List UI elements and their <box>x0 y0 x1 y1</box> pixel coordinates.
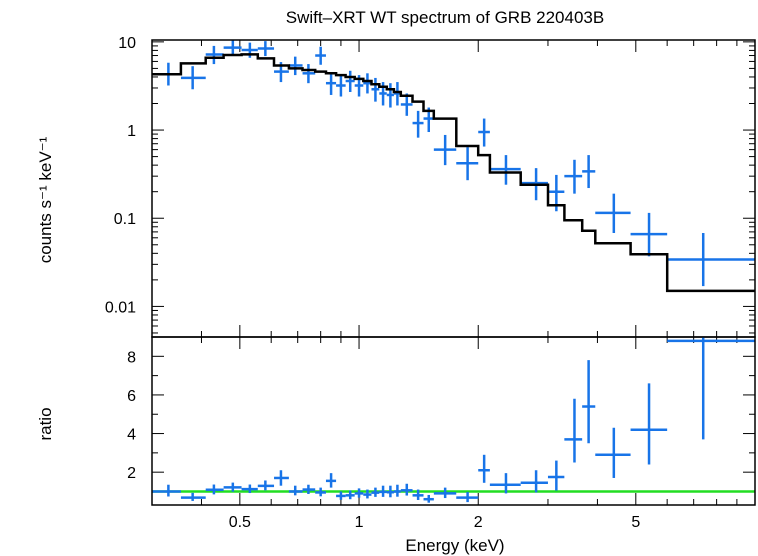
bottom-data-point <box>379 485 387 497</box>
x-tick-label: 2 <box>474 514 483 531</box>
top-data-point <box>412 110 424 138</box>
top-data-point <box>315 46 326 65</box>
top-data-point <box>302 64 316 84</box>
bottom-plot-frame <box>151 336 756 506</box>
top-data-point <box>180 66 206 90</box>
bottom-data-point <box>433 487 457 499</box>
x-tick-label: 5 <box>631 514 640 531</box>
top-y-tick-label: 0.1 <box>114 211 136 228</box>
bottom-data-point <box>354 488 364 498</box>
bottom-data-point <box>274 470 289 486</box>
bottom-data-point <box>595 427 631 478</box>
bottom-data-point <box>336 491 346 500</box>
bottom-y-tick-label: 6 <box>127 388 136 405</box>
top-plot-frame <box>151 39 756 338</box>
bottom-data-point <box>315 487 326 497</box>
top-y-tick-label: 1 <box>127 123 136 140</box>
top-data-point <box>433 134 457 166</box>
chart-title: Swift–XRT WT spectrum of GRB 220403B <box>286 8 604 27</box>
top-data-point <box>363 73 372 94</box>
bottom-data-point <box>257 480 275 491</box>
bottom-data-point <box>564 398 583 463</box>
top-data-point <box>257 41 275 57</box>
top-data-point <box>456 147 479 181</box>
bottom-data-point <box>478 454 490 483</box>
top-data-point <box>400 93 413 116</box>
top-data-point <box>630 212 668 257</box>
top-data-point <box>582 155 596 189</box>
bottom-data-point <box>667 337 755 440</box>
bottom-data-point <box>423 494 434 503</box>
bottom-data-point <box>288 485 303 496</box>
bottom-data-point <box>371 487 380 497</box>
bottom-data-point <box>325 473 337 488</box>
bottom-data-point <box>456 492 479 503</box>
top-y-tick-label: 0.01 <box>105 299 136 316</box>
bottom-data-point <box>223 482 242 492</box>
x-axis-label: Energy (keV) <box>405 536 504 555</box>
bottom-data-point <box>386 485 394 498</box>
top-data-point <box>386 83 394 108</box>
top-data-point <box>223 40 242 56</box>
top-data-point <box>325 72 337 95</box>
bottom-data-point <box>180 492 206 501</box>
spectrum-panel: 10 1 0.1 0.01 <box>105 35 756 338</box>
model-step-line <box>152 53 755 293</box>
bottom-y-tick-label: 2 <box>127 465 136 482</box>
bottom-data-point <box>345 490 355 500</box>
bottom-y-tick-label: 4 <box>127 427 136 444</box>
ratio-panel: 0.5 1 2 5 2 4 6 8 <box>127 336 756 531</box>
top-data-point <box>336 74 346 97</box>
bottom-data-point <box>400 483 413 496</box>
top-data-point <box>595 193 631 234</box>
bottom-data-point <box>412 489 424 500</box>
bottom-data-point <box>630 383 668 465</box>
bottom-data-point <box>152 484 181 497</box>
bottom-data-point <box>363 489 372 499</box>
bottom-y-axis-label: ratio <box>36 407 55 440</box>
bottom-data-point <box>302 484 316 494</box>
bottom-data-point <box>241 484 258 494</box>
top-data-point <box>288 56 303 76</box>
bottom-data-point <box>520 470 548 493</box>
top-data-point <box>345 70 355 93</box>
top-data-point <box>478 118 490 147</box>
bottom-data-point <box>582 360 596 444</box>
bottom-data-point <box>205 484 224 495</box>
top-y-axis-label: counts s⁻¹ keV⁻¹ <box>36 136 55 263</box>
bottom-data-point <box>547 460 565 491</box>
top-data-point <box>667 233 755 287</box>
top-y-tick-label: 10 <box>118 35 136 52</box>
bottom-data-point <box>489 473 521 494</box>
top-data-point <box>371 77 380 102</box>
top-data-point <box>489 155 521 185</box>
top-data-point <box>205 45 224 65</box>
bottom-data-point <box>393 484 401 497</box>
x-tick-label: 1 <box>355 514 364 531</box>
x-tick-label: 0.5 <box>229 514 251 531</box>
top-data-point <box>564 159 583 194</box>
bottom-y-tick-label: 8 <box>127 349 136 366</box>
